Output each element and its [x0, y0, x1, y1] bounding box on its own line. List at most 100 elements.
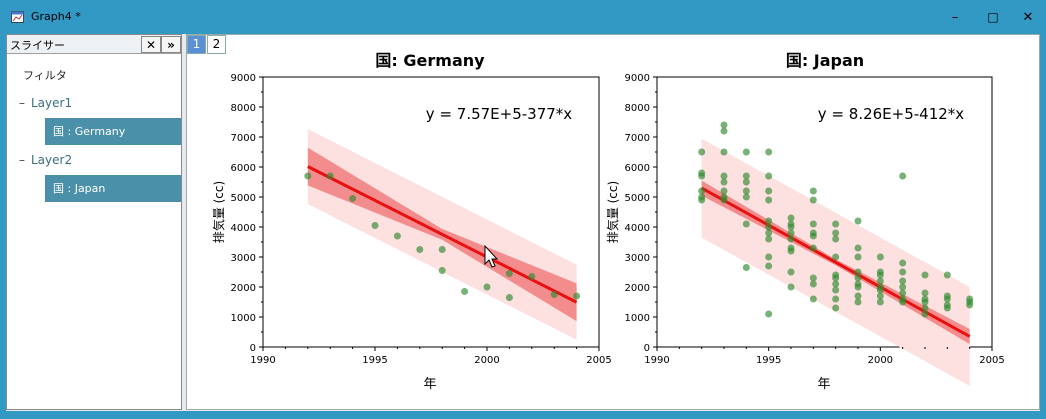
y-tick-label: 7000 [625, 133, 650, 144]
data-point [765, 187, 773, 195]
data-point [787, 235, 795, 243]
data-point [876, 253, 884, 261]
data-point [698, 148, 706, 156]
y-tick-label: 3000 [625, 253, 650, 264]
data-point [787, 268, 795, 276]
data-point [809, 274, 817, 282]
layer1-label: Layer1 [31, 96, 73, 110]
x-tick-label: 2005 [586, 355, 611, 366]
data-point [304, 172, 312, 180]
data-point [966, 301, 974, 309]
y-tick-label: 1000 [625, 313, 650, 324]
data-point [832, 229, 840, 237]
x-axis-label: 年 [817, 377, 830, 392]
data-point [876, 298, 884, 306]
minimize-icon: – [951, 9, 959, 25]
data-point [809, 220, 817, 228]
y-tick-label: 6000 [231, 163, 256, 174]
data-point [876, 277, 884, 285]
data-point [371, 222, 379, 229]
layer1-node[interactable]: – Layer1 [19, 96, 72, 110]
data-point [876, 286, 884, 294]
y-tick-label: 5000 [625, 193, 650, 204]
data-point [832, 286, 840, 294]
layer-tabs: 1 2 [187, 35, 227, 54]
y-tick-label: 7000 [231, 133, 256, 144]
y-ticks: 0 1000 2000 3000 4000 5000 6000 7000 8000 9000 [625, 73, 657, 354]
double-chevron-right-icon: » [167, 37, 175, 52]
close-icon: ✕ [145, 37, 157, 52]
data-point [698, 172, 706, 180]
y-tick-label: 1000 [231, 313, 256, 324]
data-point [854, 253, 862, 261]
window-client-area: スライサー ✕ » フィルタ – Layer1 国 : Germany – Laye… [6, 34, 1040, 411]
data-point [921, 271, 929, 279]
data-point [742, 220, 750, 228]
data-point [326, 172, 334, 180]
slicer-header: スライサー ✕ » [7, 35, 181, 54]
slicer-collapse-button[interactable]: » [161, 36, 181, 53]
tree-collapse-icon[interactable]: – [19, 153, 25, 167]
data-point [921, 298, 929, 306]
data-point [742, 172, 750, 180]
data-point [765, 217, 773, 225]
data-point [720, 121, 728, 129]
close-icon: ✕ [1022, 9, 1034, 25]
chart-title: 国: Japan [786, 51, 864, 70]
data-point [854, 274, 862, 282]
y-tick-label: 0 [250, 343, 256, 354]
y-tick-label: 3000 [231, 253, 256, 264]
data-point [832, 235, 840, 243]
layer1-filter-item[interactable]: 国 : Germany [45, 118, 181, 145]
chart-germany[interactable]: 国: Germany 0 1000 2000 3000 4000 5000 6000 7000… [211, 51, 612, 392]
tree-collapse-icon[interactable]: – [19, 96, 25, 110]
data-point [573, 292, 581, 300]
data-point [876, 271, 884, 279]
data-point [832, 274, 840, 282]
data-point [899, 268, 907, 276]
chart-japan[interactable]: 国: Japan 0 1000 2000 3000 4000 5000 6000 7000 80… [605, 51, 1005, 392]
data-point [899, 172, 907, 180]
minimize-button[interactable]: – [940, 4, 970, 30]
layer2-filter-item[interactable]: 国 : Japan [45, 175, 181, 202]
data-point [832, 295, 840, 303]
data-point [854, 298, 862, 306]
y-tick-label: 9000 [231, 73, 256, 84]
x-tick-label: 1990 [644, 355, 669, 366]
data-point [809, 196, 817, 204]
data-point [787, 229, 795, 237]
data-point [720, 127, 728, 135]
maximize-icon: □ [987, 10, 999, 24]
y-tick-label: 5000 [231, 193, 256, 204]
data-point [765, 229, 773, 237]
y-tick-label: 0 [644, 343, 650, 354]
data-point [765, 262, 773, 270]
regression-equation: y = 7.57E+5-377*x [426, 105, 573, 123]
y-tick-label: 8000 [231, 103, 256, 114]
y-tick-label: 4000 [231, 223, 256, 234]
data-point [809, 295, 817, 303]
panel-splitter[interactable] [182, 34, 186, 411]
layer2-node[interactable]: – Layer2 [19, 153, 72, 167]
title-bar[interactable]: Graph4 * – □ ✕ [0, 0, 1046, 34]
data-point [765, 148, 773, 156]
tab-layer-2[interactable]: 2 [207, 35, 226, 54]
data-point [899, 277, 907, 285]
data-point [921, 304, 929, 312]
y-ticks: 0 1000 2000 3000 4000 5000 6000 7000 8000 9000 [231, 73, 263, 354]
slicer-close-button[interactable]: ✕ [141, 36, 161, 53]
x-ticks: 1990 1995 2000 2005 [644, 347, 1005, 366]
slicer-panel: スライサー ✕ » フィルタ – Layer1 国 : Germany – Laye… [6, 34, 182, 410]
data-point [809, 280, 817, 288]
x-tick-label: 2000 [868, 355, 893, 366]
data-point [438, 267, 446, 274]
y-axis-label: 排気量 (cc) [211, 181, 226, 243]
data-point [720, 148, 728, 156]
data-point [742, 178, 750, 186]
data-point [832, 280, 840, 288]
close-button[interactable]: ✕ [1013, 4, 1043, 30]
graph-page: 1 2 国: Germany 0 1000 2000 3000 4000 5000 6000… [186, 34, 1040, 410]
tab-layer-1[interactable]: 1 [187, 35, 206, 54]
data-point [765, 196, 773, 204]
maximize-button[interactable]: □ [978, 4, 1008, 30]
